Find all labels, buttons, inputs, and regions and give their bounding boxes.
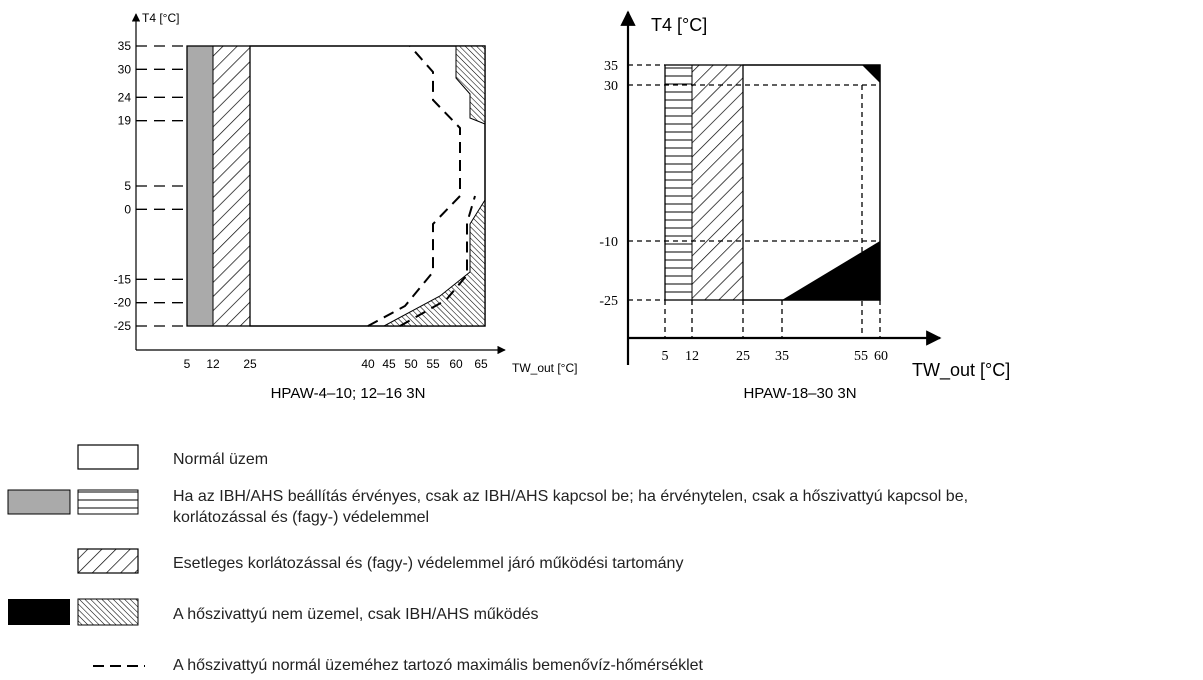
left-y-ticks: 35 30 24 19 5 0 -15 -20 -25 [114, 39, 187, 333]
left-x-tick-label: 50 [404, 357, 418, 371]
right-horiz-hatch-region [664, 64, 693, 301]
right-y-tick-label: -10 [599, 235, 618, 250]
left-y-tick-label: -20 [114, 296, 132, 310]
right-diag-hatch-region [691, 64, 744, 301]
right-guides [628, 64, 881, 338]
left-hatched-region [212, 45, 251, 327]
left-frame [186, 45, 486, 327]
legend-swatch-gray [7, 489, 71, 515]
right-black-bottom [782, 241, 880, 300]
left-y-tick-label: 19 [118, 114, 132, 128]
legend-swatch-black [8, 599, 70, 625]
right-x-axis-label: TW_out [°C] [912, 360, 1010, 381]
left-gray-region [186, 45, 214, 327]
legend-label-max-inlet: A hőszivattyú normál üzeméhez tartozó ma… [173, 657, 704, 674]
left-y-tick-label: -25 [114, 319, 132, 333]
left-x-tick-label: 5 [184, 357, 191, 371]
left-y-tick-label: 24 [118, 90, 132, 104]
right-x-tick-label: 60 [874, 349, 888, 364]
legend-item-no-heatpump: A hőszivattyú nem üzemel, csak IBH/AHS m… [8, 598, 538, 626]
right-y-tick-label: 30 [604, 79, 618, 94]
legend-item-max-inlet: A hőszivattyú normál üzeméhez tartozó ma… [93, 657, 704, 674]
left-normal-region [249, 45, 486, 327]
left-max-inlet-dashed-2 [399, 195, 476, 327]
legend-label-normal: Normál üzem [173, 451, 268, 468]
legend-label-ibh-line2: korlátozással és (fagy-) védelemmel [173, 509, 429, 526]
left-y-tick-label: -15 [114, 272, 132, 286]
legend-item-limited: Esetleges korlátozással és (fagy-) védel… [77, 548, 683, 574]
right-x-tick-label: 25 [736, 349, 750, 364]
left-x-tick-label: 55 [426, 357, 440, 371]
legend-swatch-normal [77, 444, 139, 470]
legend-swatch-horiz-hatch [77, 489, 139, 515]
right-chart-caption: HPAW-18–30 3N [743, 385, 856, 402]
right-y-axis-label: T4 [°C] [651, 15, 707, 35]
left-chart-caption: HPAW-4–10; 12–16 3N [271, 385, 426, 402]
left-x-tick-label: 40 [361, 357, 375, 371]
right-x-tick-label: 55 [854, 349, 868, 364]
legend-swatch-diag-hatch [77, 548, 139, 574]
legend-item-ibh: Ha az IBH/AHS beállítás érvényes, csak a… [7, 488, 968, 526]
right-x-tick-label: 5 [662, 349, 669, 364]
right-x-tick-label: 12 [685, 349, 699, 364]
chart-right: 35 30 -10 -25 5 12 25 35 55 60 T4 [°C] TW_out [°… [599, 10, 1010, 402]
left-y-tick-label: 5 [124, 179, 131, 193]
legend-label-ibh-line1: Ha az IBH/AHS beállítás érvényes, csak a… [173, 488, 968, 505]
left-x-tick-label: 60 [449, 357, 463, 371]
right-y-ticks: 35 30 -10 -25 [599, 59, 618, 309]
right-x-ticks: 5 12 25 35 55 60 [662, 349, 889, 364]
right-y-tick-label: 35 [604, 59, 618, 74]
legend-swatch-dense-hatch [77, 598, 139, 626]
left-y-tick-label: 35 [118, 39, 132, 53]
left-y-tick-label: 30 [118, 62, 132, 76]
right-frame [664, 64, 881, 301]
legend-item-normal: Normál üzem [77, 444, 268, 470]
right-x-tick-label: 35 [775, 349, 789, 364]
left-x-tick-label: 65 [474, 357, 488, 371]
legend: Normál üzem Ha az IBH/AHS beállítás érvé… [7, 444, 968, 674]
left-x-tick-label: 25 [243, 357, 257, 371]
left-x-tick-label: 12 [206, 357, 220, 371]
right-black-top [862, 65, 880, 83]
left-x-ticks: 5 12 25 40 45 50 55 60 65 [184, 357, 488, 371]
left-max-inlet-dashed [367, 45, 461, 327]
legend-label-no-heatpump: A hőszivattyú nem üzemel, csak IBH/AHS m… [173, 606, 538, 623]
right-y-tick-label: -25 [599, 294, 618, 309]
left-y-tick-label: 0 [124, 202, 131, 216]
left-x-tick-label: 45 [382, 357, 396, 371]
left-x-axis-label: TW_out [°C] [512, 361, 577, 375]
left-y-axis-label: T4 [°C] [142, 11, 179, 25]
legend-label-limited: Esetleges korlátozással és (fagy-) védel… [173, 555, 683, 572]
